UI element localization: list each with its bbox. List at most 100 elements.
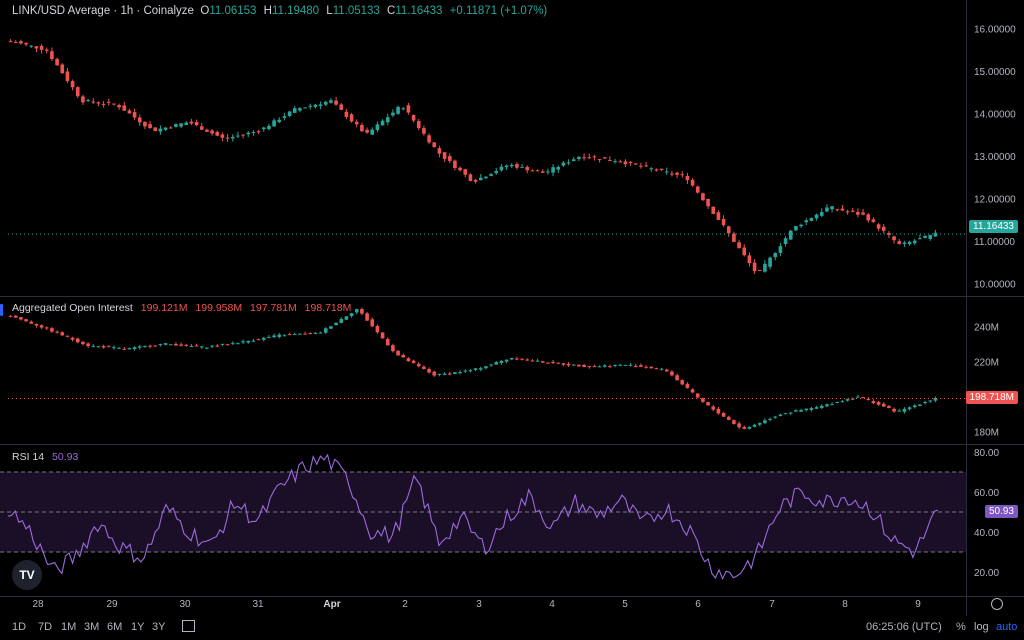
- price-candle: [530, 170, 535, 172]
- price-candle: [75, 87, 80, 97]
- oi-candle: [799, 409, 803, 412]
- oi-candle: [582, 364, 586, 367]
- oi-candle: [344, 316, 349, 320]
- time-tick-label: 30: [179, 599, 191, 610]
- oi-candle: [220, 343, 225, 345]
- price-candle: [571, 159, 576, 162]
- oi-candle: [897, 410, 902, 412]
- settings-gear-icon[interactable]: [991, 598, 1003, 610]
- oi-candle: [649, 366, 654, 369]
- oi-candle: [468, 370, 473, 372]
- calendar-icon[interactable]: [182, 620, 195, 632]
- tradingview-logo[interactable]: TV: [12, 560, 42, 590]
- oi-candle: [323, 328, 328, 333]
- oi-candle: [473, 368, 478, 370]
- price-candle: [385, 117, 390, 123]
- range-1m-button[interactable]: 1M: [61, 621, 77, 633]
- oi-candle: [163, 343, 168, 345]
- oi-candle: [432, 371, 437, 376]
- range-3m-button[interactable]: 3M: [84, 621, 100, 633]
- ohlc-legend: LINK/USD Average · 1h · Coinalyze O11.06…: [12, 5, 548, 17]
- price-candle: [143, 121, 147, 127]
- oi-candle: [39, 325, 44, 328]
- range-1d-button[interactable]: 1D: [12, 621, 27, 633]
- time-tick-label: 5: [622, 599, 628, 610]
- price-candle: [535, 170, 540, 172]
- oi-candle: [742, 426, 747, 429]
- price-candle: [639, 165, 643, 167]
- oi-candle: [44, 327, 49, 329]
- low-value: 11.05133: [332, 5, 380, 17]
- price-candle: [96, 102, 101, 104]
- oi-candle: [556, 362, 561, 364]
- oi-candle: [391, 345, 395, 352]
- oi-candle: [422, 366, 426, 370]
- price-candle: [788, 230, 793, 240]
- oi-candle: [236, 343, 240, 345]
- auto-toggle[interactable]: auto: [996, 621, 1018, 633]
- oi-candle: [303, 333, 307, 335]
- price-candle: [24, 42, 28, 45]
- price-candle: [861, 212, 865, 215]
- oi-candle: [912, 405, 917, 408]
- log-toggle[interactable]: log: [974, 621, 989, 633]
- oi-candle: [690, 389, 695, 393]
- price-candle: [597, 159, 602, 161]
- price-candle: [825, 207, 829, 212]
- price-candle: [380, 120, 385, 126]
- oi-candle: [411, 360, 416, 364]
- oi-tick-label: 180M: [974, 427, 999, 438]
- price-candle: [546, 171, 550, 173]
- price-tick-label: 14.00000: [974, 110, 1016, 121]
- oi-candle: [659, 368, 664, 370]
- price-tick-label: 11.00000: [974, 237, 1015, 248]
- price-candle: [406, 105, 411, 113]
- oi-candle: [778, 414, 783, 417]
- range-7d-button[interactable]: 7D: [38, 621, 53, 633]
- range-6m-button[interactable]: 6M: [107, 621, 123, 633]
- price-candle: [675, 172, 679, 175]
- price-candle: [732, 233, 736, 242]
- price-candle: [876, 224, 881, 229]
- oi-candle: [489, 364, 493, 366]
- oi-candle: [143, 345, 147, 347]
- price-candle: [701, 193, 705, 201]
- price-candle: [618, 161, 623, 163]
- price-candle: [163, 127, 168, 130]
- oi-candle: [752, 424, 757, 427]
- price-candle: [303, 107, 307, 109]
- oi-candle: [91, 345, 96, 347]
- pane-marker: [0, 304, 3, 316]
- oi-candle: [189, 346, 194, 348]
- oi-candle: [618, 364, 623, 366]
- oi-candle: [866, 398, 871, 400]
- oi-candle: [525, 359, 530, 361]
- price-candle: [422, 128, 426, 134]
- oi-candle: [60, 332, 65, 336]
- oi-candle: [773, 416, 778, 418]
- price-candle: [561, 162, 566, 166]
- oi-candle: [675, 375, 679, 381]
- price-candle: [339, 104, 344, 110]
- oi-candle: [458, 372, 462, 374]
- range-3y-button[interactable]: 3Y: [152, 621, 166, 633]
- price-candle: [65, 71, 70, 82]
- percent-toggle[interactable]: %: [956, 621, 966, 633]
- oi-candle: [427, 369, 431, 373]
- range-1y-button[interactable]: 1Y: [131, 621, 145, 633]
- oi-candle: [179, 344, 183, 346]
- clock-time: 06:25:06 (UTC): [866, 621, 942, 633]
- oi-candle: [184, 344, 189, 346]
- price-candle: [122, 105, 127, 111]
- oi-candle: [385, 339, 390, 346]
- price-candle: [799, 224, 803, 227]
- price-candle: [706, 198, 710, 207]
- price-candle: [840, 208, 845, 211]
- oi-candle: [587, 366, 592, 368]
- oi-candle: [246, 340, 251, 343]
- rsi-last-label: 50.93: [984, 505, 1018, 518]
- price-candle: [323, 101, 328, 105]
- oi-candle: [819, 405, 824, 408]
- price-candle: [747, 255, 752, 264]
